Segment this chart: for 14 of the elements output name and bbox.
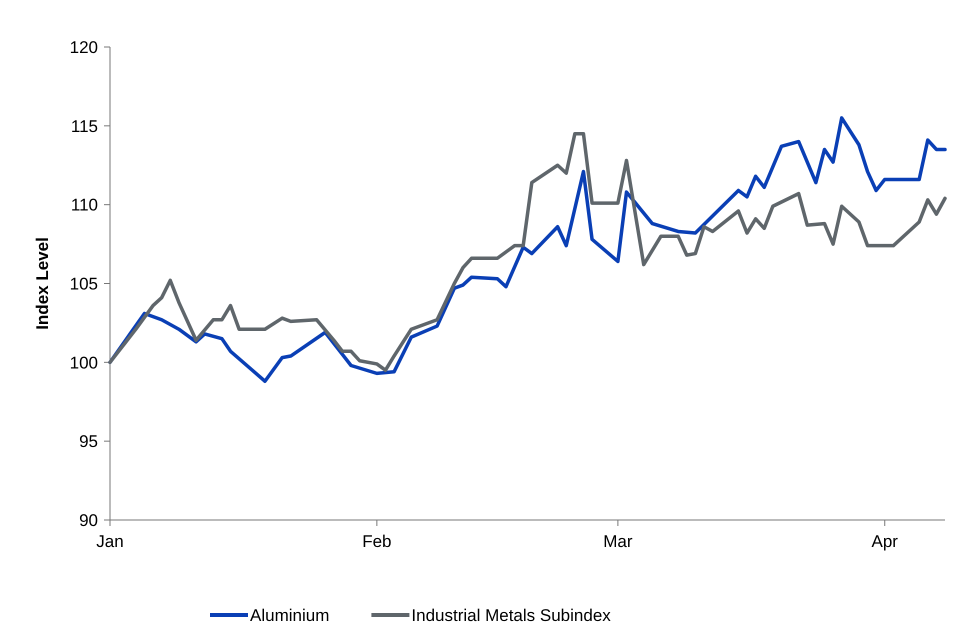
x-tick-label: Mar: [603, 532, 633, 551]
y-tick-label: 120: [70, 38, 98, 57]
legend-label: Aluminium: [250, 606, 330, 625]
y-tick-label: 115: [70, 116, 98, 136]
x-tick-label: Feb: [362, 532, 392, 551]
y-tick-label: 110: [70, 196, 98, 215]
y-tick-label: 95: [79, 432, 98, 452]
y-tick-label: 90: [79, 510, 98, 530]
legend-label: Industrial Metals Subindex: [411, 606, 612, 625]
y-axis-title: Index Level: [33, 237, 52, 330]
x-tick-label: Jan: [96, 532, 124, 551]
x-tick-label: Apr: [872, 532, 898, 551]
y-tick-label: 100: [70, 353, 98, 372]
y-tick-label: 105: [70, 274, 98, 294]
